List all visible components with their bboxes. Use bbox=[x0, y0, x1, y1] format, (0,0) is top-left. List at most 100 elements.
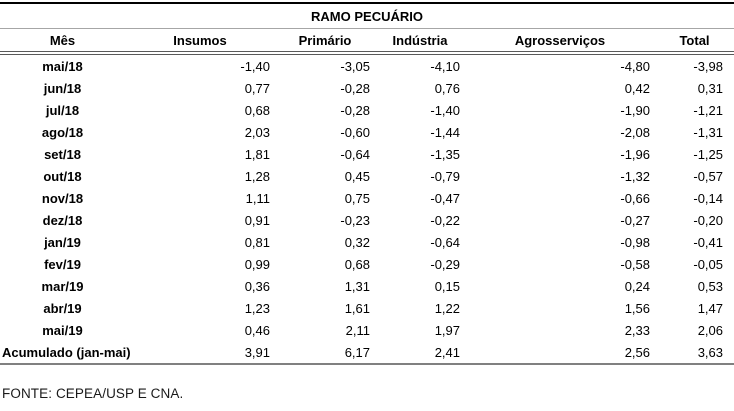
value-cell: 0,15 bbox=[434, 278, 460, 294]
value-cell: -0,64 bbox=[430, 234, 460, 250]
table-row: set/18 1,81 -0,64 -1,35 -1,96 -1,25 bbox=[0, 143, 734, 165]
value-cell: 1,47 bbox=[697, 300, 724, 316]
value-cell: 1,31 bbox=[344, 278, 370, 294]
value-cell: -0,98 bbox=[620, 234, 650, 250]
table-row: nov/18 1,11 0,75 -0,47 -0,66 -0,14 bbox=[0, 187, 734, 209]
value-cell: 0,32 bbox=[344, 234, 370, 250]
table-row: mar/19 0,36 1,31 0,15 0,24 0,53 bbox=[0, 275, 734, 297]
month-cell: dez/18 bbox=[42, 212, 83, 228]
value-cell: 0,81 bbox=[244, 234, 270, 250]
value-cell: -0,29 bbox=[430, 256, 460, 272]
value-cell: 0,42 bbox=[624, 80, 650, 96]
value-cell: -0,64 bbox=[340, 146, 370, 162]
month-cell: out/18 bbox=[43, 168, 82, 184]
value-cell: 2,03 bbox=[244, 124, 270, 140]
value-cell: 1,28 bbox=[244, 168, 270, 184]
value-cell: -1,96 bbox=[620, 146, 650, 162]
value-cell: 0,99 bbox=[244, 256, 270, 272]
table-row: fev/19 0,99 0,68 -0,29 -0,58 -0,05 bbox=[0, 253, 734, 275]
value-cell: 1,56 bbox=[624, 300, 650, 316]
source-note: FONTE: CEPEA/USP E CNA. bbox=[2, 386, 184, 401]
value-cell: 0,75 bbox=[344, 190, 370, 206]
table-row: abr/19 1,23 1,61 1,22 1,56 1,47 bbox=[0, 297, 734, 319]
value-cell: -0,79 bbox=[430, 168, 460, 184]
value-cell: -0,05 bbox=[693, 256, 724, 272]
value-cell: -4,80 bbox=[620, 58, 650, 74]
month-cell: mai/18 bbox=[42, 58, 83, 74]
table-row: mai/18 -1,40 -3,05 -4,10 -4,80 -3,98 bbox=[0, 53, 734, 77]
value-cell: -0,23 bbox=[340, 212, 370, 228]
value-cell: 0,53 bbox=[697, 278, 724, 294]
value-cell: 0,77 bbox=[244, 80, 270, 96]
value-cell: -0,28 bbox=[340, 102, 370, 118]
table-row: ago/18 2,03 -0,60 -1,44 -2,08 -1,31 bbox=[0, 121, 734, 143]
value-cell: 0,76 bbox=[434, 80, 460, 96]
column-header-agrosservicos: Agrosserviços bbox=[465, 28, 655, 55]
column-header-industria: Indústria bbox=[375, 28, 465, 55]
table-row: jun/18 0,77 -0,28 0,76 0,42 0,31 bbox=[0, 77, 734, 99]
value-cell: -0,57 bbox=[693, 168, 724, 184]
month-cell: set/18 bbox=[44, 146, 81, 162]
value-cell: 2,56 bbox=[465, 341, 655, 365]
value-cell: 2,41 bbox=[375, 341, 465, 365]
column-header-month: Mês bbox=[0, 28, 125, 55]
value-cell: 3,91 bbox=[125, 341, 275, 365]
value-cell: 3,63 bbox=[655, 341, 734, 365]
table-row: dez/18 0,91 -0,23 -0,22 -0,27 -0,20 bbox=[0, 209, 734, 231]
value-cell: 0,45 bbox=[344, 168, 370, 184]
value-cell: -1,40 bbox=[240, 58, 270, 74]
value-cell: -3,98 bbox=[693, 58, 724, 74]
month-cell: jan/19 bbox=[44, 234, 81, 250]
value-cell: 1,23 bbox=[244, 300, 270, 316]
header-row: Mês Insumos Primário Indústria Agrosserv… bbox=[0, 28, 734, 55]
value-cell: 1,97 bbox=[434, 322, 460, 338]
value-cell: -4,10 bbox=[430, 58, 460, 74]
value-cell: -0,22 bbox=[430, 212, 460, 228]
value-cell: 1,61 bbox=[344, 300, 370, 316]
month-cell: mar/19 bbox=[41, 278, 84, 294]
value-cell: 6,17 bbox=[275, 341, 375, 365]
value-cell: 0,31 bbox=[697, 80, 724, 96]
value-cell: 0,24 bbox=[624, 278, 650, 294]
value-cell: 1,81 bbox=[244, 146, 270, 162]
value-cell: -0,27 bbox=[620, 212, 650, 228]
value-cell: -1,44 bbox=[430, 124, 460, 140]
month-cell: fev/19 bbox=[44, 256, 81, 272]
value-cell: -0,60 bbox=[340, 124, 370, 140]
value-cell: -1,35 bbox=[430, 146, 460, 162]
month-cell: abr/19 bbox=[43, 300, 82, 316]
value-cell: -0,41 bbox=[693, 234, 724, 250]
value-cell: -0,14 bbox=[693, 190, 724, 206]
value-cell: -1,25 bbox=[693, 146, 724, 162]
value-cell: -0,66 bbox=[620, 190, 650, 206]
value-cell: 0,91 bbox=[244, 212, 270, 228]
table-row: jan/19 0,81 0,32 -0,64 -0,98 -0,41 bbox=[0, 231, 734, 253]
ramo-pecuario-table: RAMO PECUÁRIO Mês Insumos Primário Indús… bbox=[0, 2, 734, 365]
table-row: mai/19 0,46 2,11 1,97 2,33 2,06 bbox=[0, 319, 734, 341]
value-cell: -1,90 bbox=[620, 102, 650, 118]
value-cell: 0,68 bbox=[344, 256, 370, 272]
month-cell: mai/19 bbox=[42, 322, 83, 338]
accumulated-row: Acumulado (jan-mai) 3,91 6,17 2,41 2,56 … bbox=[0, 341, 734, 365]
month-cell: jul/18 bbox=[45, 102, 80, 118]
month-cell: ago/18 bbox=[41, 124, 84, 140]
value-cell: 0,68 bbox=[244, 102, 270, 118]
table-title: RAMO PECUÁRIO bbox=[0, 2, 734, 29]
value-cell: -2,08 bbox=[620, 124, 650, 140]
value-cell: 1,11 bbox=[245, 190, 270, 206]
month-cell: jun/18 bbox=[43, 80, 82, 96]
value-cell: 2,11 bbox=[345, 322, 370, 338]
value-cell: -1,21 bbox=[693, 102, 724, 118]
value-cell: -0,20 bbox=[693, 212, 724, 228]
value-cell: -0,58 bbox=[620, 256, 650, 272]
value-cell: 2,06 bbox=[697, 322, 724, 338]
value-cell: 0,36 bbox=[244, 278, 270, 294]
value-cell: -1,32 bbox=[620, 168, 650, 184]
month-cell: nov/18 bbox=[41, 190, 84, 206]
value-cell: 1,22 bbox=[434, 300, 460, 316]
table-row: out/18 1,28 0,45 -0,79 -1,32 -0,57 bbox=[0, 165, 734, 187]
value-cell: -0,28 bbox=[340, 80, 370, 96]
column-header-primario: Primário bbox=[275, 28, 375, 55]
column-header-insumos: Insumos bbox=[125, 28, 275, 55]
value-cell: -1,31 bbox=[693, 124, 724, 140]
